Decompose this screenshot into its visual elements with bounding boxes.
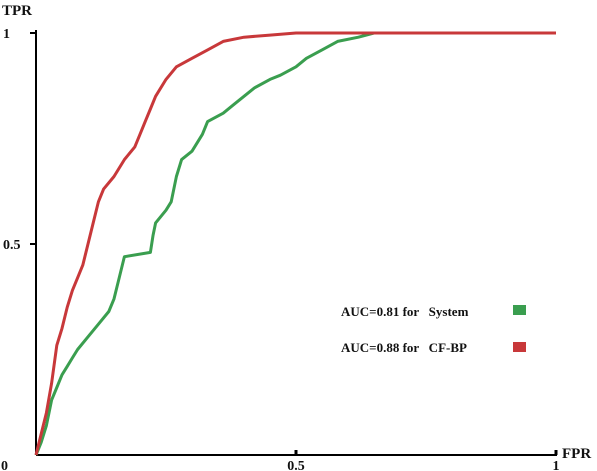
y-tick-label: 1 bbox=[3, 27, 10, 42]
series-line-system bbox=[34, 31, 556, 456]
y-tick-label: 0.5 bbox=[3, 238, 21, 253]
ticks: 0 0.5 1 0.5 1 bbox=[1, 27, 560, 471]
legend-swatch-system bbox=[513, 305, 526, 315]
x-tick-label: 1 bbox=[553, 459, 560, 471]
legend-swatch-cfbp bbox=[513, 342, 526, 352]
series-line-cf-bp bbox=[34, 31, 556, 456]
x-axis-title: FPR bbox=[562, 446, 591, 462]
y-axis-title: TPR bbox=[2, 3, 32, 19]
x-tick-label: 0.5 bbox=[287, 459, 305, 471]
legend: AUC=0.81 for System AUC=0.88 for CF-BP bbox=[341, 304, 526, 355]
legend-label-cfbp: AUC=0.88 for CF-BP bbox=[341, 340, 467, 355]
axes bbox=[35, 30, 557, 456]
x-tick-label: 0 bbox=[1, 459, 8, 471]
series-layer bbox=[34, 31, 556, 456]
legend-label-system: AUC=0.81 for System bbox=[341, 304, 469, 319]
